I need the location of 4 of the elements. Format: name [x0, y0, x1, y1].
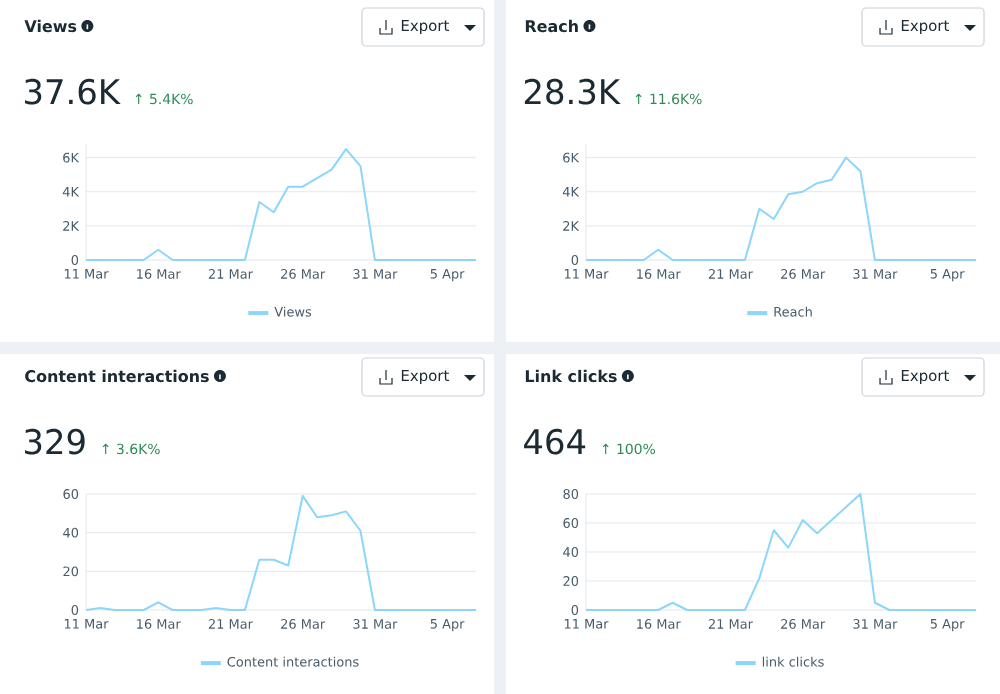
chart-subtitle: 28.3K	[524, 78, 621, 105]
chart-subtitle: 329	[25, 428, 85, 455]
chart-subtitle: 37.6K	[25, 78, 121, 105]
chart-subtitle: 464	[524, 428, 586, 455]
